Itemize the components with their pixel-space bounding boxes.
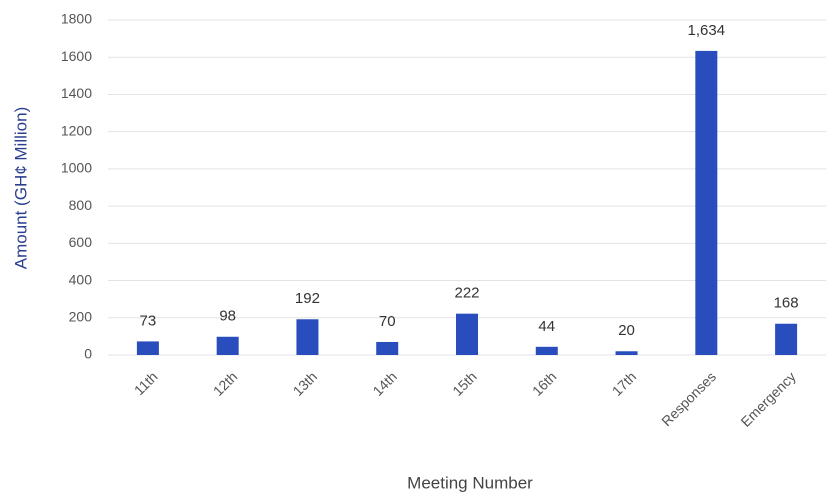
y-tick-label: 1600 (61, 48, 92, 64)
bar (216, 336, 239, 355)
x-tick-label: 15th (449, 368, 480, 399)
x-tick-label: 16th (529, 368, 560, 399)
x-tick-label: Responses (658, 368, 719, 429)
bar (695, 50, 718, 356)
y-tick-label: 1200 (61, 122, 92, 138)
value-label: 98 (219, 308, 236, 325)
value-label: 168 (774, 295, 799, 312)
value-label: 44 (538, 318, 555, 335)
y-tick-label: 1000 (61, 160, 92, 176)
value-label: 20 (618, 322, 635, 339)
y-tick-label: 1800 (61, 11, 92, 27)
x-tick-label: Emergency (737, 368, 798, 429)
value-label: 70 (379, 313, 396, 330)
value-label: 222 (454, 285, 479, 302)
bar (136, 341, 159, 355)
y-tick-label: 800 (69, 197, 93, 213)
y-tick-label: 200 (69, 308, 93, 324)
x-axis-label: Meeting Number (407, 473, 533, 492)
y-tick-label: 400 (69, 271, 93, 287)
bar (615, 351, 638, 355)
y-tick-label: 0 (84, 346, 92, 362)
bar (535, 346, 558, 355)
bar (376, 341, 399, 355)
y-tick-label: 1400 (61, 85, 92, 101)
bar (775, 323, 798, 355)
bar (296, 319, 319, 355)
value-label: 73 (140, 312, 157, 329)
x-tick-label: 11th (131, 368, 161, 398)
x-tick-label: 14th (369, 368, 400, 399)
value-label: 192 (295, 290, 320, 307)
x-tick-label: 13th (290, 368, 321, 399)
bar (456, 313, 478, 355)
value-label: 1,634 (688, 22, 726, 39)
y-tick-label: 600 (69, 234, 93, 250)
y-axis-label: Amount (GH¢ Million) (11, 107, 30, 270)
x-tick-label: 17th (609, 368, 640, 399)
x-tick-label: 12th (210, 368, 241, 399)
